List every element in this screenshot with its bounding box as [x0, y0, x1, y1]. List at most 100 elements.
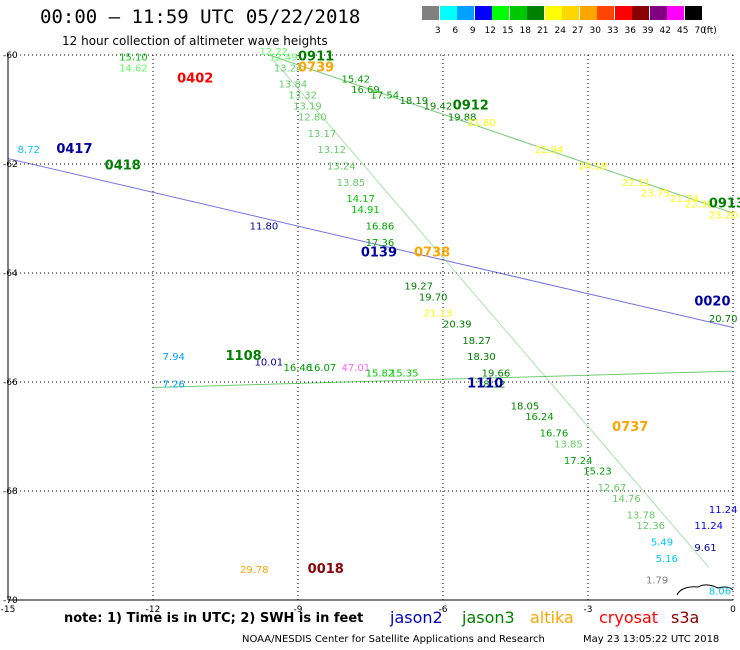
swh-value: 24.18	[578, 161, 607, 172]
pass-time-label: 0139	[361, 246, 397, 261]
colorbar-swatch	[474, 6, 492, 20]
swh-value: 14.76	[612, 494, 641, 505]
swh-value: 17.36	[366, 238, 395, 249]
swh-value: 18.30	[467, 352, 496, 363]
swh-value: 12.49	[269, 52, 298, 63]
swh-value: 17.24	[564, 456, 593, 467]
antarctic-coastline	[676, 584, 734, 596]
colorbar-swatch	[457, 6, 474, 20]
swh-value: 20.70	[709, 314, 738, 325]
satellite-track-line	[273, 60, 710, 568]
colorbar-swatch	[632, 6, 649, 20]
pass-time-label: 0402	[177, 71, 213, 86]
swh-value: 18.05	[511, 401, 540, 412]
swh-value: 19.88	[448, 112, 477, 123]
y-tick-label: -66	[3, 378, 18, 388]
y-tick-label: -62	[3, 160, 18, 170]
pass-time-label: 0912	[453, 99, 489, 114]
colorbar-swatch	[509, 6, 527, 20]
satellite-legend-s3a: s3a	[671, 608, 700, 627]
swh-value: 19.27	[404, 281, 433, 292]
colorbar-swatch	[649, 6, 667, 20]
colorbar-swatch	[597, 6, 614, 20]
swh-value: 7.26	[163, 379, 185, 390]
satellite-legend-jason2: jason2	[390, 608, 443, 627]
colorbar-swatch	[422, 6, 439, 20]
x-tick-label: -12	[146, 605, 161, 615]
pass-time-label: 0737	[612, 420, 648, 435]
satellite-tracks	[7, 54, 734, 568]
pass-time-label: 1108	[226, 349, 262, 364]
colorbar-label: 12	[484, 26, 496, 36]
colorbar-label: 45	[677, 26, 689, 36]
swh-value: 18.27	[462, 336, 491, 347]
x-tick-label: -9	[294, 605, 303, 615]
pass-time-label: 0417	[56, 142, 92, 157]
colorbar-label: 33	[607, 26, 619, 36]
x-tick-label: -3	[584, 605, 593, 615]
swh-value: 9.61	[694, 543, 716, 554]
satellite-legend-jason3: jason3	[462, 608, 515, 627]
swh-value: 13.32	[288, 91, 317, 102]
swh-value: 13.17	[308, 129, 337, 140]
colorbar-label: 39	[642, 26, 654, 36]
swh-value: 12.80	[298, 112, 327, 123]
swh-value: 14.62	[119, 63, 148, 74]
swh-value-labels: 15.1014.6212.2212.4913.2413.8413.3213.19…	[18, 47, 738, 598]
swh-value: 12.36	[636, 521, 665, 532]
credit-line: NOAA/NESDIS Center for Satellite Applica…	[242, 634, 545, 645]
colorbar-swatch	[527, 6, 544, 20]
swh-value: 29.78	[240, 565, 269, 576]
swh-value: 19.70	[419, 292, 448, 303]
swh-value: 21.13	[424, 309, 453, 320]
colorbar-label: 9	[469, 26, 476, 36]
swh-value: 16.86	[366, 221, 395, 232]
swh-value: 1.79	[646, 576, 668, 587]
swh-value: 13.78	[627, 510, 656, 521]
satellite-track-line	[268, 54, 734, 214]
swh-value: 16.69	[351, 85, 380, 96]
swh-value: 13.24	[274, 63, 303, 74]
colorbar-label: 36	[624, 26, 636, 36]
swh-value: 22.94	[535, 145, 564, 156]
swh-value: 13.19	[293, 102, 322, 113]
pass-time-label: 0913	[709, 197, 740, 212]
swh-value: 15.82	[366, 369, 395, 380]
swh-value: 11.24	[709, 505, 738, 516]
swh-value: 13.12	[317, 145, 346, 156]
pass-time-label: 0418	[105, 158, 141, 173]
swh-value: 8.72	[18, 145, 40, 156]
x-tick-label: -6	[439, 605, 448, 615]
swh-value: 11.24	[694, 521, 723, 532]
grid-lines	[7, 54, 734, 601]
colorbar-swatch	[614, 6, 632, 20]
map-subtitle: 12 hour collection of altimeter wave hei…	[62, 34, 328, 48]
colorbar-swatch	[684, 6, 702, 20]
swh-value: 21.80	[467, 118, 496, 129]
colorbar-label: 6	[452, 26, 459, 36]
swh-value: 15.42	[342, 74, 371, 85]
swh-value: 8.06	[709, 587, 731, 598]
colorbar-swatch	[667, 6, 684, 20]
swh-value: 13.24	[327, 161, 356, 172]
swh-value: 23.20	[709, 211, 738, 222]
swh-value: 10.01	[255, 358, 284, 369]
footer-note: note: 1) Time is in UTC; 2) SWH is in fe…	[64, 611, 364, 626]
x-tick-label: 0	[730, 605, 736, 615]
swh-value: 15.35	[390, 369, 419, 380]
swh-value: 13.84	[279, 80, 308, 91]
swh-value: 11.80	[250, 221, 279, 232]
swh-value: 16.07	[308, 363, 337, 374]
swh-value: 19.42	[424, 102, 453, 113]
swh-value: 14.17	[346, 194, 375, 205]
swh-value: 21.74	[670, 194, 699, 205]
swh-value: 7.94	[163, 352, 185, 363]
colorbar-unit: (ft)	[703, 26, 717, 36]
axis-ticks: -15 -12 -9 -6 -3 0 -60 -62 -64 -66 -68 -70	[1, 51, 736, 615]
pass-time-label: 0739	[298, 60, 334, 75]
colorbar-swatch	[579, 6, 597, 20]
satellite-track-line	[152, 370, 734, 388]
colorbar-label: 18	[519, 26, 531, 36]
pass-time-label: 0020	[694, 295, 730, 310]
